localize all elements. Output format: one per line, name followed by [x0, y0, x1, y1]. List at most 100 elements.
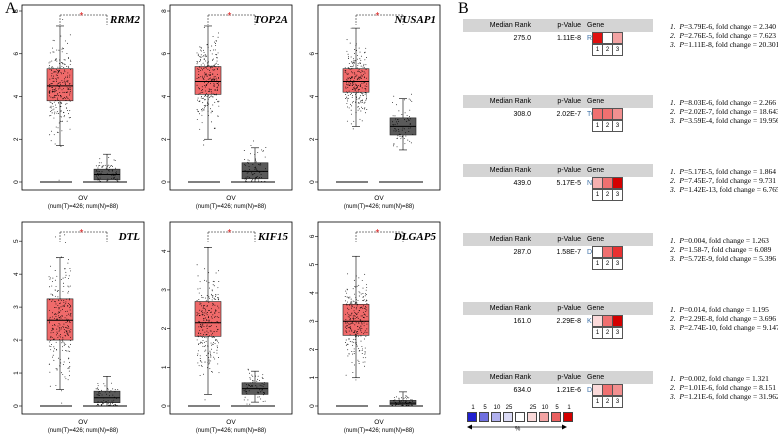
data-point [103, 405, 105, 407]
data-point [199, 61, 201, 62]
data-point [217, 83, 219, 85]
data-point [62, 305, 64, 307]
data-point [215, 94, 217, 96]
data-point [59, 67, 61, 69]
data-point [115, 404, 117, 406]
data-point [204, 268, 206, 270]
data-point [54, 91, 55, 93]
data-point [201, 335, 203, 337]
data-point [365, 336, 367, 337]
data-point [405, 400, 407, 402]
data-point [48, 286, 50, 288]
data-point [57, 82, 59, 84]
data-point [67, 262, 69, 264]
data-point [348, 339, 350, 341]
data-point [204, 99, 206, 100]
data-point [349, 296, 351, 298]
data-point [216, 68, 218, 70]
data-point [116, 397, 118, 399]
data-point [410, 399, 412, 400]
legend-label: 5 [483, 405, 487, 411]
data-point [69, 361, 71, 363]
data-point [355, 342, 357, 344]
data-point [350, 77, 352, 79]
data-point [346, 73, 348, 75]
data-point [68, 331, 70, 333]
data-point [64, 76, 66, 78]
x-axis-label: OV [226, 195, 236, 202]
data-point [349, 341, 351, 342]
data-point [66, 65, 67, 67]
data-point [346, 92, 348, 94]
plot-frame [21, 4, 145, 191]
data-point [362, 287, 364, 289]
data-point [205, 60, 207, 62]
median-rank-value: 634.0 [513, 386, 531, 394]
data-point [95, 388, 97, 390]
data-point [64, 59, 66, 61]
data-point [196, 312, 198, 314]
data-point [392, 405, 394, 407]
data-point [99, 177, 101, 179]
data-point [245, 180, 247, 182]
data-point [61, 120, 63, 122]
data-point [59, 364, 61, 366]
data-point [410, 99, 412, 101]
data-point [60, 83, 61, 85]
data-point [49, 321, 50, 323]
data-point [214, 312, 216, 314]
data-point [63, 67, 65, 68]
data-point [201, 110, 203, 112]
data-point [354, 49, 356, 50]
data-point [248, 369, 250, 371]
data-point [49, 78, 51, 80]
data-point [348, 309, 350, 310]
data-point [63, 323, 65, 325]
data-point [353, 301, 355, 303]
data-point [97, 392, 99, 394]
data-point [61, 342, 63, 344]
data-point [107, 400, 109, 402]
data-point [61, 65, 63, 67]
data-point [351, 105, 353, 107]
data-point [261, 385, 263, 387]
data-point [60, 145, 62, 147]
data-point [215, 57, 217, 59]
data-point [395, 403, 397, 405]
data-point [350, 301, 352, 303]
data-point [361, 280, 363, 282]
data-point [63, 282, 64, 284]
data-point [366, 303, 368, 305]
data-point [259, 164, 261, 166]
data-point [106, 173, 108, 175]
data-point [209, 362, 211, 364]
data-point [406, 404, 408, 406]
data-point [64, 234, 66, 236]
data-point [113, 399, 115, 401]
data-point [210, 354, 211, 356]
gene-title: KIF15 [257, 231, 288, 243]
data-point [396, 404, 398, 405]
data-point [203, 84, 205, 86]
data-point [49, 111, 51, 112]
data-point [397, 119, 399, 120]
data-point [54, 314, 56, 315]
data-point [361, 99, 363, 101]
data-point [254, 173, 256, 175]
data-point [214, 311, 216, 313]
data-point [54, 89, 56, 91]
data-point [210, 78, 212, 80]
data-point [67, 350, 69, 352]
data-point [207, 110, 209, 112]
data-point [64, 267, 66, 269]
data-point [350, 123, 352, 125]
y-tick-label: 8 [161, 9, 168, 13]
data-point [349, 42, 351, 44]
data-point [208, 61, 210, 63]
data-point [346, 343, 348, 345]
data-point [100, 400, 102, 402]
data-point [352, 371, 354, 373]
data-point [360, 74, 362, 76]
data-point [352, 322, 354, 324]
